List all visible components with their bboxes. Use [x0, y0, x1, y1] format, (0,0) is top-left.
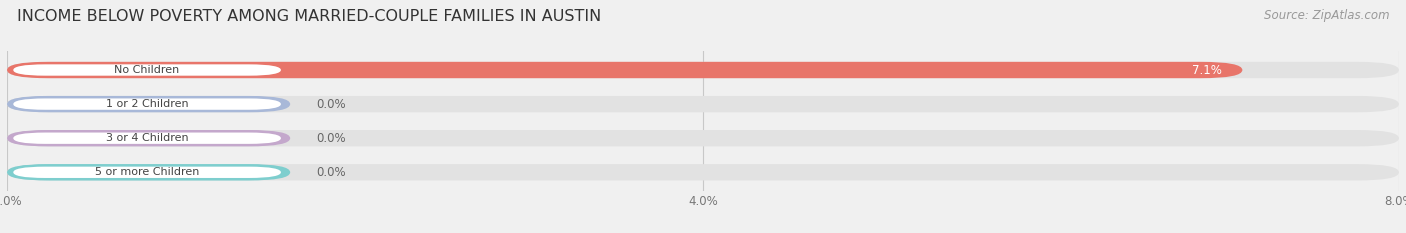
FancyBboxPatch shape	[7, 130, 290, 146]
FancyBboxPatch shape	[13, 166, 283, 179]
Text: No Children: No Children	[114, 65, 180, 75]
FancyBboxPatch shape	[7, 164, 290, 181]
FancyBboxPatch shape	[7, 164, 1399, 181]
FancyBboxPatch shape	[7, 62, 1243, 78]
Text: 0.0%: 0.0%	[316, 98, 346, 111]
Text: 7.1%: 7.1%	[1192, 64, 1222, 76]
FancyBboxPatch shape	[13, 97, 283, 111]
Text: 0.0%: 0.0%	[316, 132, 346, 145]
FancyBboxPatch shape	[7, 96, 1399, 112]
FancyBboxPatch shape	[13, 131, 283, 145]
Text: Source: ZipAtlas.com: Source: ZipAtlas.com	[1264, 9, 1389, 22]
Text: INCOME BELOW POVERTY AMONG MARRIED-COUPLE FAMILIES IN AUSTIN: INCOME BELOW POVERTY AMONG MARRIED-COUPL…	[17, 9, 602, 24]
FancyBboxPatch shape	[7, 62, 1399, 78]
FancyBboxPatch shape	[7, 96, 290, 112]
Text: 3 or 4 Children: 3 or 4 Children	[105, 133, 188, 143]
Text: 1 or 2 Children: 1 or 2 Children	[105, 99, 188, 109]
Text: 0.0%: 0.0%	[316, 166, 346, 179]
Text: 5 or more Children: 5 or more Children	[96, 167, 200, 177]
FancyBboxPatch shape	[13, 63, 283, 77]
FancyBboxPatch shape	[7, 130, 1399, 146]
